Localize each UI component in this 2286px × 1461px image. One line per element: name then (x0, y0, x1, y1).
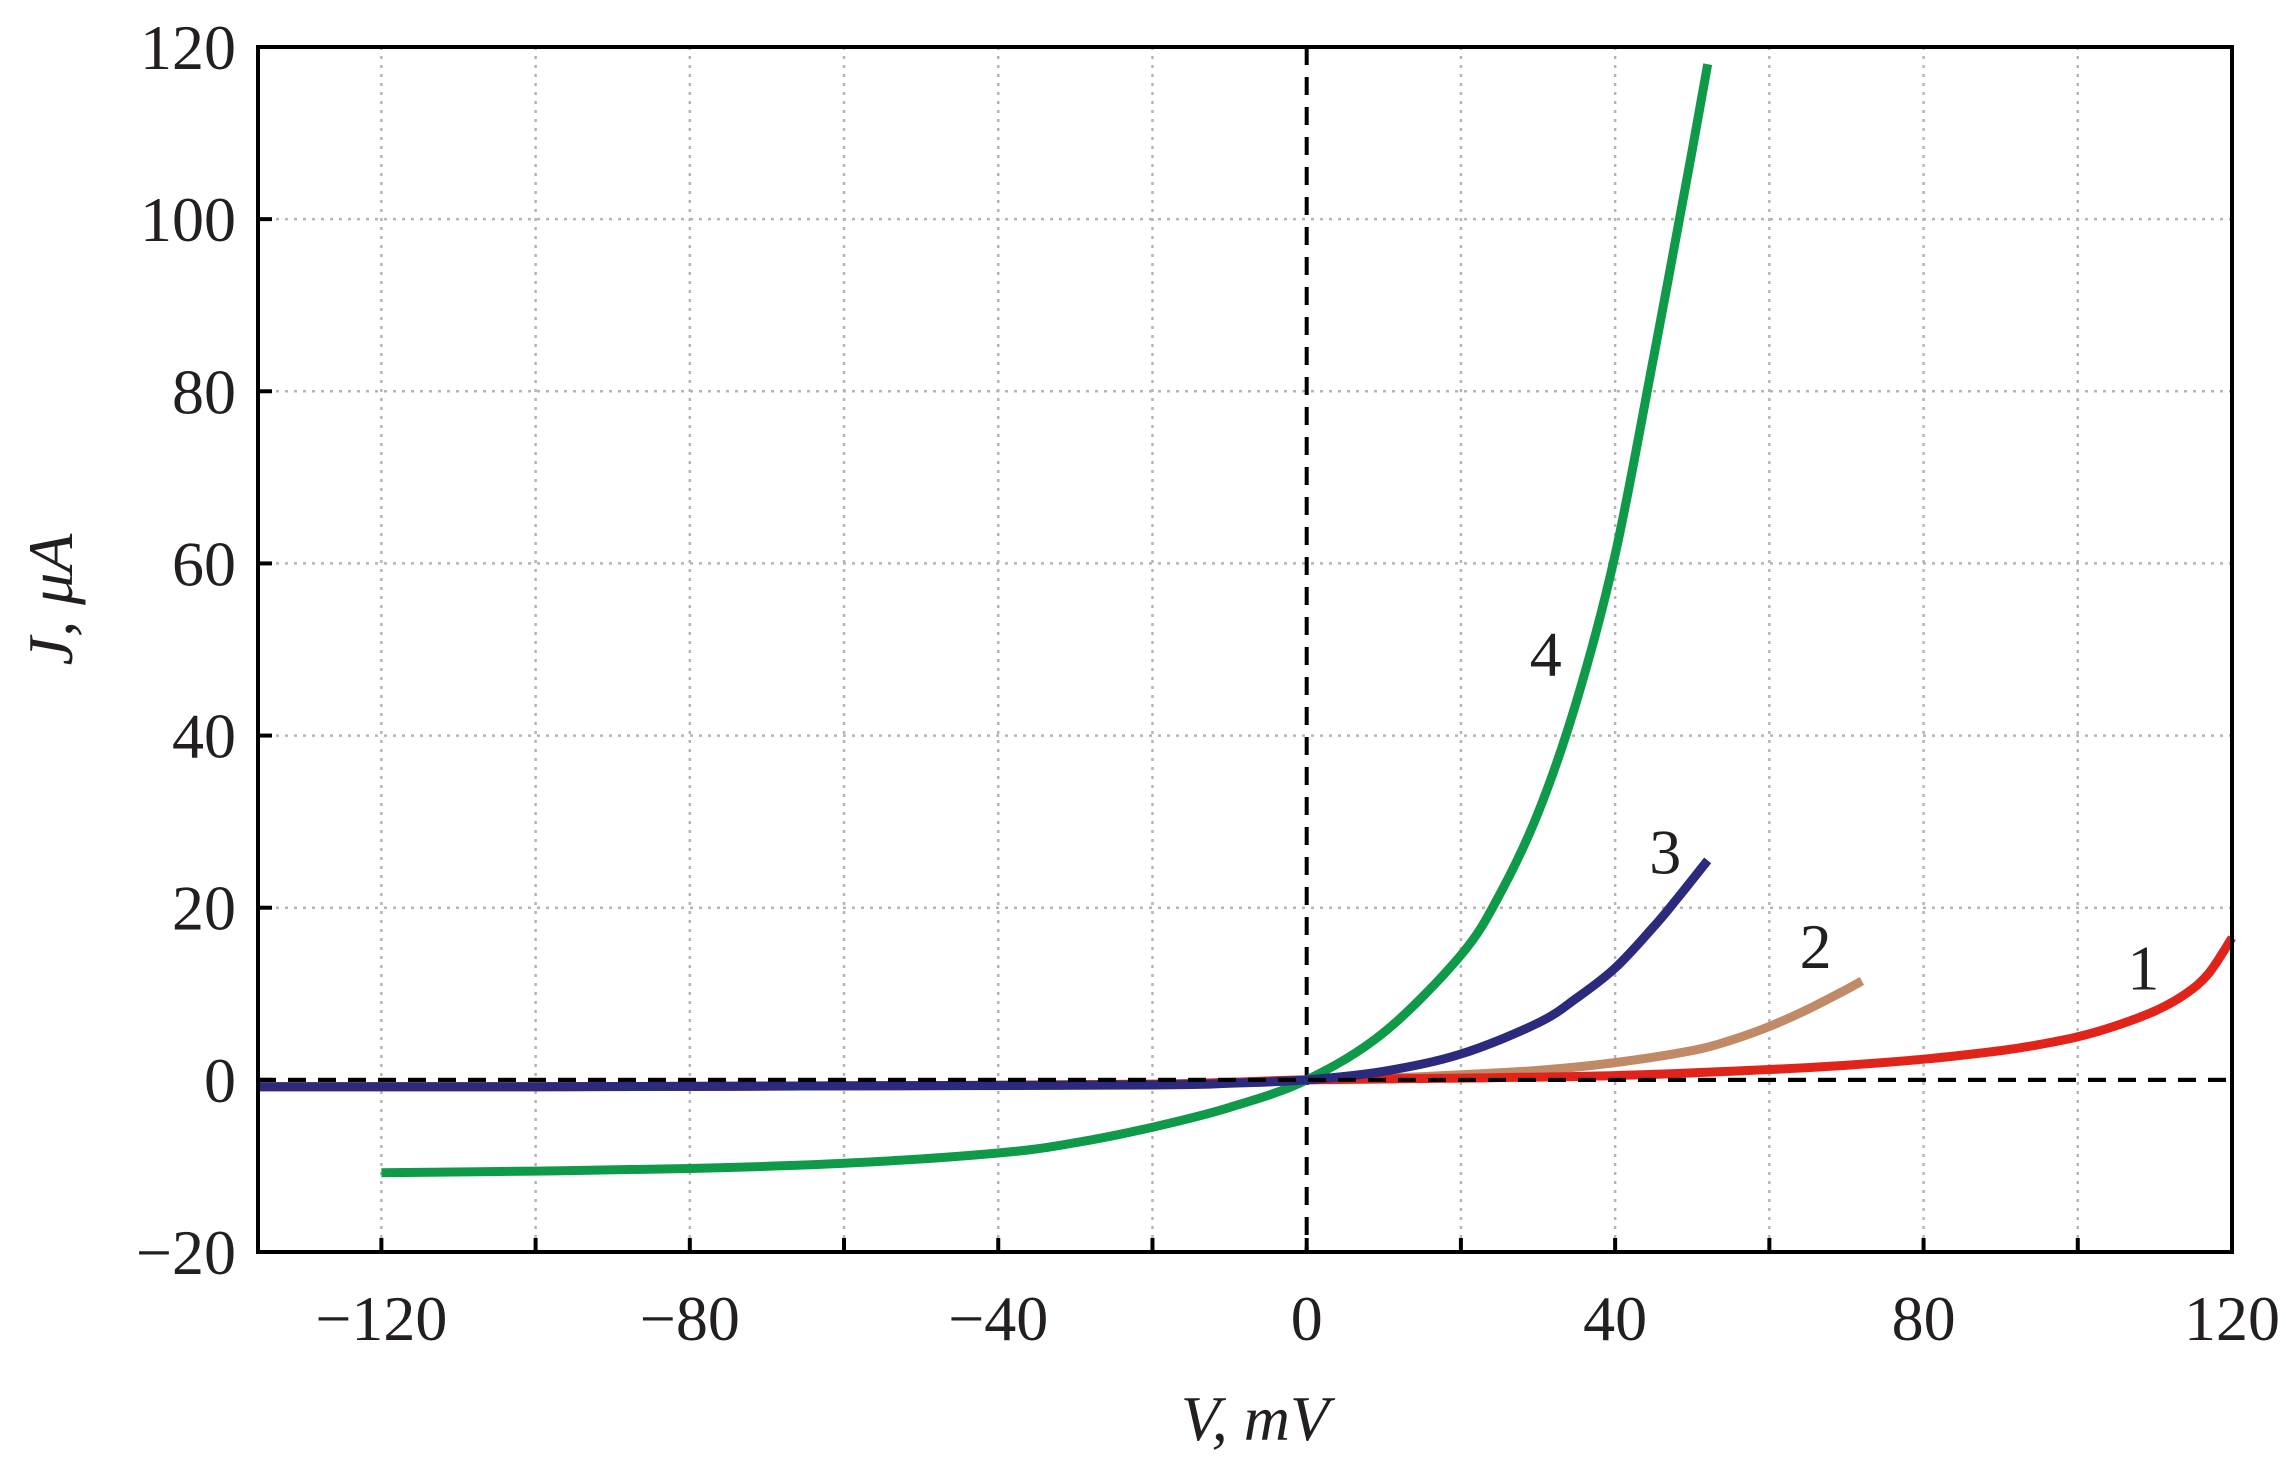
y-tick-label: −20 (136, 1217, 236, 1288)
y-tick-label: 100 (140, 184, 236, 255)
y-tick-label: 0 (204, 1045, 236, 1116)
curve-label-2: 2 (1800, 911, 1832, 982)
y-tick-label: 80 (172, 356, 236, 427)
curve-labels: 1 2 3 4 (1530, 618, 2160, 1003)
x-tick-label: −40 (948, 1283, 1048, 1354)
series-3-line (257, 857, 1712, 1092)
x-tick-label: 80 (1892, 1283, 1956, 1354)
series-4-line (381, 63, 1713, 1178)
y-tick-label: 20 (172, 873, 236, 944)
y-tick-label: 40 (172, 701, 236, 772)
tick-labels: −120 −80 −40 0 40 80 120 −20 0 20 40 60 80 100 120 (136, 12, 2280, 1354)
x-tick-label: 120 (2184, 1283, 2280, 1354)
y-tick-label: 60 (172, 528, 236, 599)
axis-ticks (258, 45, 2234, 1254)
plot-frame (256, 45, 2234, 1254)
data-series (257, 63, 2236, 1178)
x-axis-title: V, mV (1181, 1383, 1336, 1454)
curve-label-3: 3 (1649, 816, 1681, 887)
x-tick-label: 0 (1291, 1283, 1323, 1354)
curve-label-1: 1 (2127, 932, 2159, 1003)
series-1-line (257, 935, 2236, 1092)
y-tick-label: 120 (140, 12, 236, 83)
zero-reference-lines (258, 47, 2232, 1252)
x-tick-label: −120 (315, 1283, 447, 1354)
y-axis-title: J, μA (15, 533, 86, 666)
curve-label-4: 4 (1530, 618, 1562, 689)
x-tick-label: 40 (1583, 1283, 1647, 1354)
x-tick-label: −80 (640, 1283, 740, 1354)
grid (258, 47, 2234, 1252)
series-2-line (257, 976, 1865, 1092)
